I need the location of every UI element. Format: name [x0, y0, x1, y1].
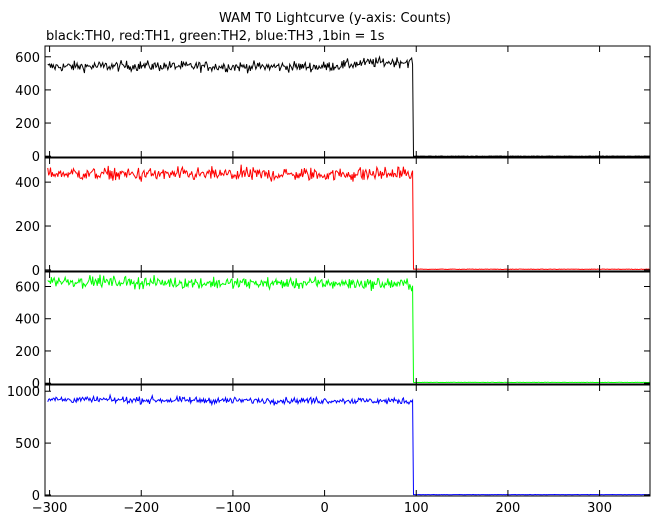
y-tick-label: 400 — [15, 176, 40, 191]
y-tick-label: 600 — [15, 51, 40, 66]
panel-th0: 0 200 400 600 — [15, 45, 651, 165]
panel-th2: 0 200 400 600 — [15, 271, 651, 392]
panel-frame — [44, 45, 651, 158]
chart-title: WAM T0 Lightcurve (y-axis: Counts) — [219, 11, 451, 26]
y-tick-label: 0 — [32, 264, 40, 279]
y-tick-label: 200 — [15, 117, 40, 132]
series-line-th3 — [47, 393, 651, 496]
chart-subtitle: black:TH0, red:TH1, green:TH2, blue:TH3 … — [46, 29, 385, 44]
y-tick-label: 1000 — [7, 385, 40, 400]
y-tick-label: 600 — [15, 281, 40, 296]
y-tick-label: 200 — [15, 345, 40, 360]
y-tick-label: 0 — [32, 377, 40, 392]
y-tick-label: 500 — [15, 437, 40, 452]
y-tick-label: 400 — [15, 313, 40, 328]
x-tick-label: −100 — [215, 501, 251, 515]
panel-frame — [44, 384, 651, 497]
x-tick-label: 200 — [496, 501, 521, 515]
series-line-th2 — [47, 274, 651, 384]
x-axis: −300 −200 −100 0 100 200 300 — [32, 501, 612, 515]
x-tick-label: 100 — [404, 501, 429, 515]
y-tick-label: 0 — [32, 150, 40, 165]
panel-frame — [44, 157, 651, 272]
x-tick-label: −200 — [123, 501, 159, 515]
x-tick-label: 300 — [587, 501, 612, 515]
series-line-th0 — [47, 55, 651, 157]
panels-group: 0 200 400 600 0 200 400 0 200 400 600 0 500 1000 — [7, 45, 651, 504]
x-tick-label: 0 — [320, 501, 328, 515]
panel-th1: 0 200 400 — [15, 157, 651, 279]
panel-th3: 0 500 1000 — [7, 384, 651, 504]
y-tick-label: 0 — [32, 489, 40, 504]
y-tick-label: 400 — [15, 84, 40, 99]
x-tick-label: −300 — [32, 501, 68, 515]
y-tick-label: 200 — [15, 220, 40, 235]
series-line-th1 — [47, 164, 650, 270]
panel-frame — [44, 271, 651, 385]
